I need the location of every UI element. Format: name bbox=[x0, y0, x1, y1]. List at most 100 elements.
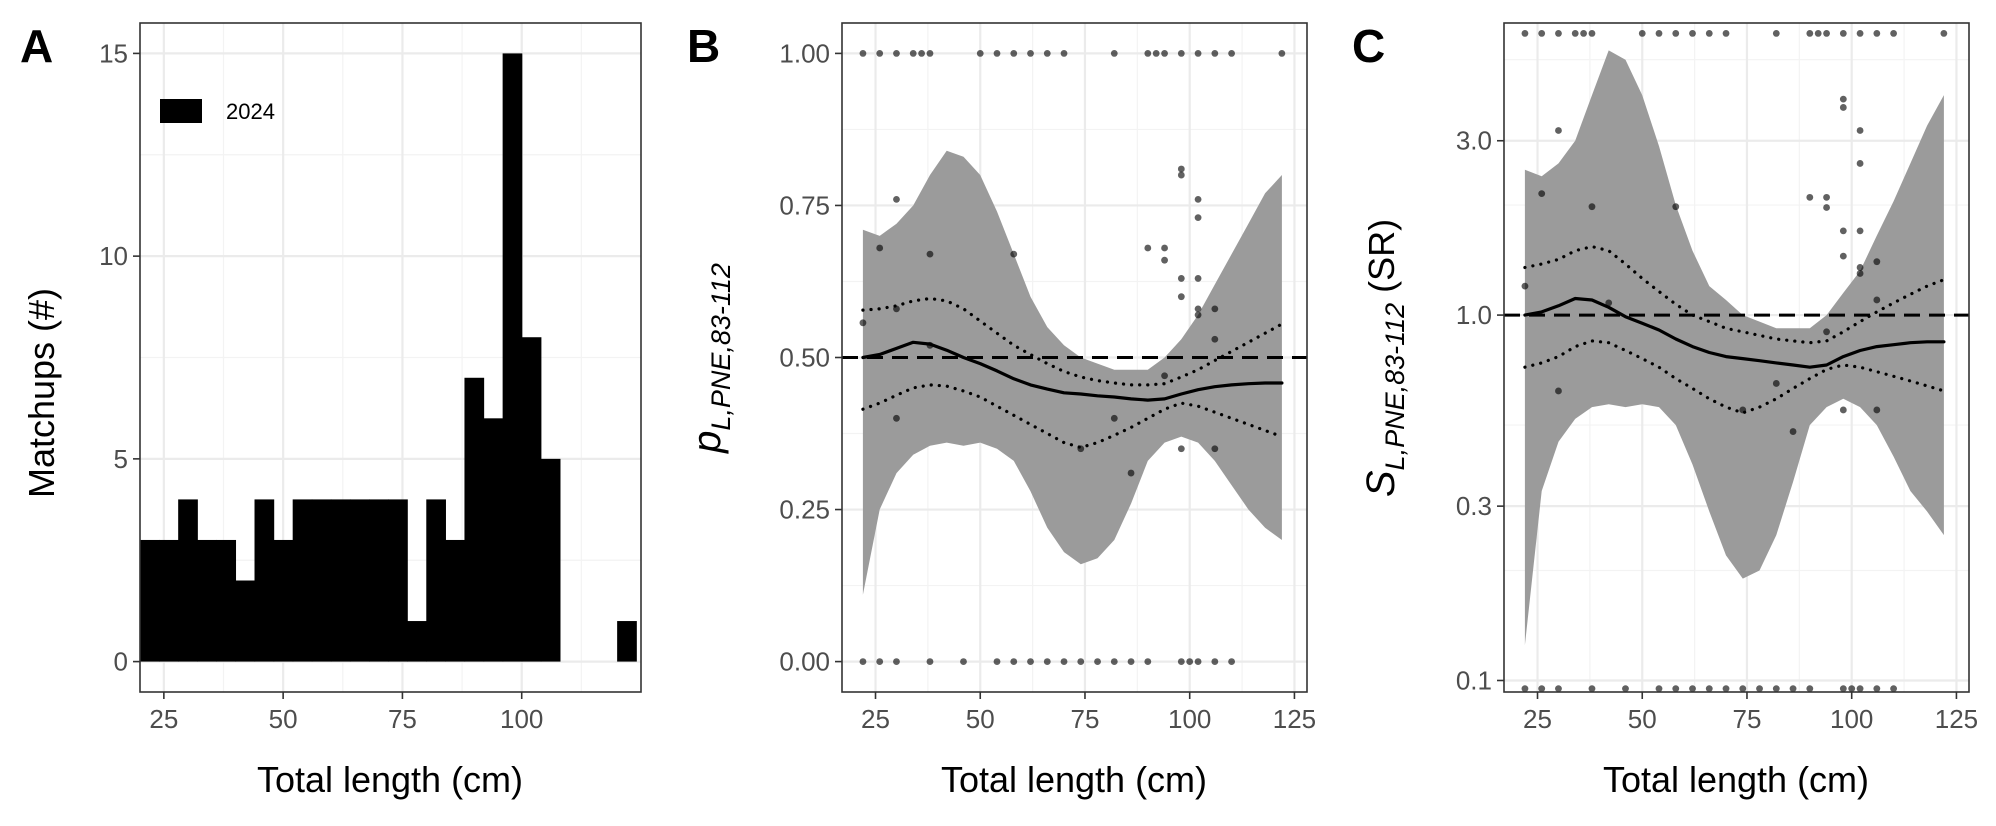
data-point bbox=[1856, 160, 1864, 167]
data-point bbox=[1144, 244, 1152, 252]
data-point bbox=[1043, 50, 1051, 57]
y-tick-label: 0.50 bbox=[779, 343, 830, 373]
histogram-bar bbox=[140, 539, 160, 662]
data-point bbox=[893, 50, 900, 57]
histogram-bar bbox=[254, 499, 275, 662]
data-point bbox=[1806, 30, 1814, 37]
histogram-bar bbox=[178, 499, 198, 662]
data-point bbox=[1839, 227, 1847, 235]
data-point bbox=[1010, 50, 1018, 57]
histogram-bar bbox=[216, 539, 237, 662]
data-point bbox=[1077, 658, 1085, 665]
data-point bbox=[876, 50, 884, 57]
data-point bbox=[1856, 685, 1864, 693]
data-point bbox=[960, 658, 967, 665]
data-point bbox=[1756, 685, 1763, 693]
x-tick-label: 50 bbox=[966, 704, 995, 734]
data-point bbox=[1521, 30, 1529, 37]
data-point bbox=[893, 414, 900, 422]
data-point bbox=[1689, 30, 1696, 37]
data-point bbox=[1161, 50, 1168, 57]
data-point bbox=[1110, 414, 1118, 422]
panel-c-x-axis-title: Total length (cm) bbox=[1603, 759, 1869, 800]
data-point bbox=[1555, 127, 1562, 134]
histogram-bar bbox=[369, 499, 389, 662]
data-point bbox=[1521, 282, 1529, 290]
data-point bbox=[1839, 685, 1847, 693]
panel-c: C 25 50 75 100 125 0.1 0.3 1.0 3.0 Total length … bbox=[1352, 20, 1978, 800]
data-point bbox=[993, 658, 1001, 665]
data-point bbox=[1278, 50, 1286, 57]
x-tick-label: 75 bbox=[1071, 704, 1100, 734]
data-point bbox=[1806, 685, 1814, 693]
fit-line bbox=[1523, 296, 1946, 369]
data-point bbox=[1211, 658, 1219, 665]
panel-b-x-axis-title: Total length (cm) bbox=[941, 759, 1207, 800]
data-point bbox=[1705, 30, 1713, 37]
data-point bbox=[1839, 252, 1847, 260]
y-tick-label: 0.1 bbox=[1456, 665, 1492, 695]
panel-b-y-axis-subscript: L,PNE,83-112 bbox=[706, 263, 736, 431]
histogram-bar bbox=[407, 621, 427, 662]
data-point bbox=[1521, 685, 1529, 693]
data-point bbox=[1094, 658, 1101, 665]
probability-plot: 25 50 75 100 125 0.00 0.25 0.50 0.75 1.00 bbox=[779, 22, 1316, 734]
data-point bbox=[859, 658, 867, 665]
histogram-bar bbox=[617, 621, 637, 662]
histogram-bar bbox=[464, 377, 485, 662]
histogram-bar bbox=[445, 539, 466, 662]
data-point bbox=[1772, 380, 1780, 387]
data-point bbox=[1856, 30, 1864, 37]
data-point bbox=[1588, 30, 1596, 37]
data-point bbox=[1940, 30, 1948, 37]
data-point bbox=[1538, 190, 1546, 198]
data-point bbox=[876, 244, 884, 252]
data-point bbox=[1823, 30, 1830, 37]
interval-line bbox=[1523, 245, 1946, 345]
data-point bbox=[1027, 50, 1034, 57]
y-tick-label: 0 bbox=[114, 647, 128, 677]
data-point bbox=[1722, 685, 1730, 693]
panel-a-y-axis-title: Matchups (#) bbox=[21, 288, 62, 498]
data-point bbox=[1194, 305, 1202, 313]
histogram-bar bbox=[235, 580, 256, 662]
histogram-bar bbox=[388, 499, 408, 662]
data-point bbox=[1177, 171, 1185, 179]
data-point bbox=[1194, 195, 1202, 203]
data-point bbox=[1672, 685, 1680, 693]
data-point bbox=[1211, 50, 1219, 57]
data-point bbox=[1856, 227, 1864, 235]
y-tick-label: 0.25 bbox=[779, 495, 830, 525]
x-tick-label: 50 bbox=[1628, 704, 1657, 734]
panel-a-letter: A bbox=[20, 20, 53, 72]
histogram-bar bbox=[273, 539, 294, 662]
data-point bbox=[1177, 275, 1185, 282]
data-point bbox=[1722, 30, 1730, 37]
data-point bbox=[1605, 299, 1613, 307]
data-point bbox=[1873, 685, 1881, 693]
data-point bbox=[1010, 250, 1018, 258]
survival-ratio-plot: 25 50 75 100 125 0.1 0.3 1.0 3.0 bbox=[1456, 22, 1978, 734]
histogram-bar bbox=[159, 539, 179, 662]
panel-c-y-axis-unit: (SR) bbox=[1361, 219, 1402, 293]
y-tick-label: 15 bbox=[99, 38, 128, 68]
data-point bbox=[1110, 50, 1118, 57]
data-point bbox=[1060, 658, 1068, 665]
histogram-bar bbox=[330, 499, 351, 662]
data-point bbox=[1856, 127, 1864, 134]
data-point bbox=[1873, 296, 1881, 304]
histogram-bar bbox=[502, 53, 523, 662]
data-point bbox=[1873, 258, 1881, 266]
data-point bbox=[1588, 685, 1596, 693]
data-point bbox=[876, 658, 884, 665]
histogram-bar bbox=[292, 499, 313, 662]
data-point bbox=[1580, 30, 1587, 37]
data-point bbox=[993, 50, 1001, 57]
histogram-bar bbox=[311, 499, 332, 662]
data-point bbox=[1856, 270, 1864, 277]
histogram-plot: 2024 25 50 75 100 0 5 10 15 bbox=[99, 22, 642, 734]
data-point bbox=[1823, 328, 1830, 336]
data-point bbox=[859, 50, 867, 57]
y-tick-label: 0.00 bbox=[779, 647, 830, 677]
histogram-bar bbox=[521, 337, 542, 662]
